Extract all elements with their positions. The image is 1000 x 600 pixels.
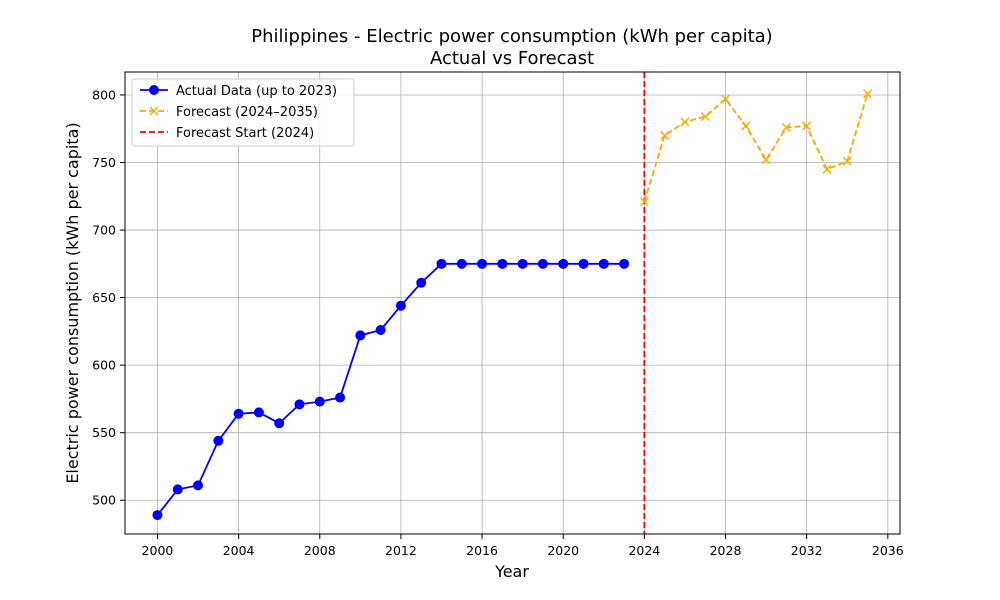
data-point-forecast	[741, 121, 751, 131]
data-point-actual	[193, 480, 204, 491]
data-point-actual	[274, 418, 285, 429]
data-point-actual	[477, 258, 488, 269]
x-axis-ticks: 2000 2004 2008 2012 2016 2020 2024 2028 2032 2036	[142, 534, 904, 558]
data-point-actual	[375, 325, 386, 336]
legend-marker-forecast	[149, 106, 159, 116]
legend-label-forecast-start: Forecast Start (2024)	[176, 126, 314, 141]
y-tick-label: 800	[92, 87, 116, 102]
legend-label-actual: Actual Data (up to 2023)	[176, 84, 337, 99]
plot-frame	[124, 71, 901, 535]
data-point-actual	[558, 258, 569, 269]
y-tick-label: 550	[92, 425, 116, 440]
legend-marker-actual	[149, 85, 159, 95]
data-point-actual	[537, 258, 548, 269]
legend-entry-actual: Actual Data (up to 2023)	[140, 84, 337, 99]
legend-marker-point	[149, 106, 159, 116]
data-point-actual	[578, 258, 589, 269]
data-point-actual	[152, 510, 163, 521]
y-tick-label: 600	[92, 358, 116, 373]
legend-label-forecast: Forecast (2024–2035)	[176, 105, 318, 120]
data-point-forecast	[680, 117, 690, 127]
data-point-actual	[598, 258, 609, 269]
data-point-actual	[436, 258, 447, 269]
data-point-actual	[294, 399, 305, 410]
data-point-forecast	[700, 112, 710, 122]
x-tick-label: 2008	[304, 543, 336, 558]
legend-marker-point	[149, 85, 159, 95]
y-axis-label: Electric power consumption (kWh per capi…	[63, 122, 82, 483]
x-tick-label: 2020	[547, 543, 579, 558]
data-point-forecast	[660, 130, 670, 140]
data-point-forecast	[822, 164, 832, 174]
y-tick-label: 500	[92, 493, 116, 508]
data-point-actual	[253, 407, 264, 418]
y-axis-ticks: 500 550 600 650 700 750 800	[92, 87, 125, 508]
x-tick-label: 2004	[223, 543, 255, 558]
legend-box	[131, 78, 355, 147]
data-point-actual	[213, 435, 224, 446]
data-point-actual	[314, 396, 325, 407]
legend-entry-forecast: Forecast (2024–2035)	[140, 105, 318, 120]
x-tick-label: 2028	[710, 543, 742, 558]
x-tick-label: 2012	[385, 543, 417, 558]
chart-title: Philippines - Electric power consumption…	[251, 26, 772, 47]
legend: Actual Data (up to 2023) Forecast (2024–…	[131, 78, 355, 147]
data-point-forecast	[639, 197, 649, 207]
x-tick-label: 2000	[142, 543, 174, 558]
data-point-forecast	[842, 156, 852, 166]
data-point-actual	[335, 392, 346, 403]
data-point-actual	[416, 277, 427, 288]
data-point-actual	[395, 300, 406, 311]
legend-entry-forecast-start: Forecast Start (2024)	[140, 126, 314, 141]
series-layer	[152, 89, 873, 521]
chart-subtitle: Actual vs Forecast	[430, 48, 594, 69]
x-tick-label: 2032	[791, 543, 823, 558]
data-point-forecast	[761, 155, 771, 165]
data-point-forecast	[721, 94, 731, 104]
data-point-actual	[172, 484, 183, 495]
data-point-actual	[517, 258, 528, 269]
data-point-forecast	[863, 89, 873, 99]
grid	[125, 72, 900, 534]
data-point-actual	[233, 408, 244, 419]
data-point-actual	[456, 258, 467, 269]
data-point-forecast	[802, 121, 812, 131]
x-tick-label: 2016	[466, 543, 498, 558]
data-point-forecast	[781, 122, 791, 132]
data-point-actual	[497, 258, 508, 269]
y-tick-label: 650	[92, 290, 116, 305]
series-line-forecast	[643, 93, 869, 202]
x-tick-label: 2024	[628, 543, 660, 558]
data-point-actual	[355, 330, 366, 341]
data-point-actual	[619, 258, 630, 269]
x-axis-label: Year	[494, 562, 529, 581]
y-tick-label: 750	[92, 155, 116, 170]
x-tick-label: 2036	[872, 543, 904, 558]
y-tick-label: 700	[92, 223, 116, 238]
